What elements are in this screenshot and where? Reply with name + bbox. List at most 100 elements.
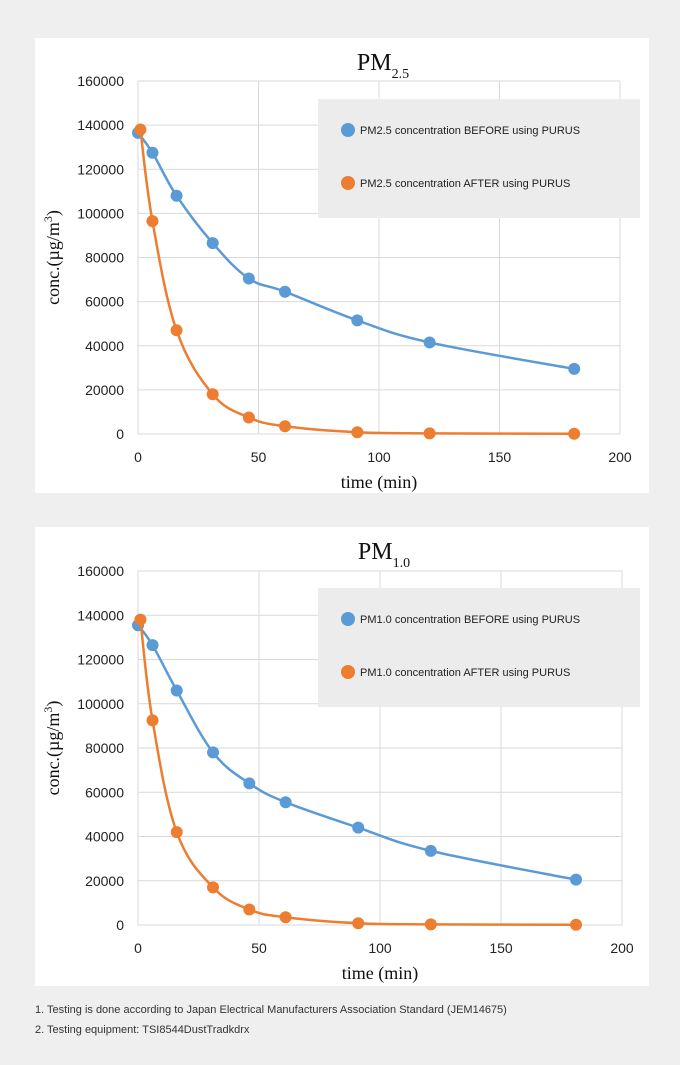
y-tick-label: 100000 [77, 205, 124, 221]
chart-title-main: PM [357, 50, 392, 76]
data-point [134, 123, 147, 136]
y-tick-label: 140000 [77, 117, 124, 133]
data-point [424, 918, 437, 931]
data-point [207, 746, 220, 759]
legend-box [318, 588, 640, 707]
legend-marker [341, 665, 355, 679]
data-point [146, 714, 159, 727]
footnotes: 1. Testing is done according to Japan El… [35, 1000, 655, 1040]
y-tick-label: 120000 [77, 161, 124, 177]
data-point [207, 881, 220, 894]
x-tick-label: 200 [610, 940, 634, 956]
y-tick-label: 0 [116, 426, 124, 442]
pm10-chart: 0 20000 40000 60000 80000 100000 120000 140000 1… [41, 539, 640, 984]
legend-label: PM1.0 concentration AFTER using PURUS [360, 667, 570, 679]
data-point [424, 844, 437, 857]
x-tick-label: 50 [251, 449, 267, 465]
y-tick-label: 20000 [85, 873, 124, 889]
series-0 [132, 619, 583, 886]
y-tick-label: 80000 [85, 740, 124, 756]
data-point [170, 684, 183, 697]
pm25-chart: 0 20000 40000 60000 80000 100000 120000 140000 1… [41, 50, 640, 493]
chart-title-subscript: 2.5 [392, 67, 410, 82]
data-point [242, 272, 255, 285]
y-axis-label-main: conc.(µg/m [43, 222, 64, 305]
y-tick-label: 20000 [85, 382, 124, 398]
y-tick-label: 80000 [85, 250, 124, 266]
x-axis-label: time (min) [342, 963, 418, 984]
x-tick-label: 150 [489, 940, 513, 956]
legend: PM1.0 concentration BEFORE using PURUS PM… [318, 588, 640, 707]
x-tick-label: 100 [368, 940, 392, 956]
data-point [170, 189, 183, 202]
x-tick-label: 50 [251, 940, 267, 956]
data-point [352, 821, 365, 834]
data-point [423, 336, 436, 349]
y-axis-label-superscript: 3 [41, 707, 55, 713]
footnote-equipment: 2. Testing equipment: TSI8544DustTradkdr… [35, 1024, 250, 1036]
data-point [279, 285, 292, 298]
data-point [206, 237, 219, 250]
chart-title: PM2.5 [357, 50, 409, 82]
data-point [351, 426, 364, 439]
x-tick-label: 150 [488, 449, 512, 465]
data-point [570, 918, 583, 931]
data-point [146, 146, 159, 159]
data-point [568, 362, 581, 375]
x-axis-label: time (min) [341, 472, 417, 493]
data-point [279, 796, 292, 809]
x-tick-label: 200 [608, 449, 632, 465]
legend-box [318, 99, 640, 218]
legend-label: PM1.0 concentration BEFORE using PURUS [360, 614, 580, 626]
data-point [279, 420, 292, 433]
y-axis-label-main: conc.(µg/m [43, 713, 64, 796]
series-0 [132, 126, 581, 375]
y-axis-label-close: ) [43, 701, 64, 707]
y-tick-label: 140000 [77, 607, 124, 623]
data-point [570, 873, 583, 886]
legend: PM2.5 concentration BEFORE using PURUS PM… [318, 99, 640, 218]
x-tick-label: 0 [134, 940, 142, 956]
chart-title: PM1.0 [358, 539, 410, 571]
y-axis-label-close: ) [43, 210, 64, 216]
data-point [146, 639, 159, 652]
data-point [352, 917, 365, 930]
y-tick-label: 160000 [77, 563, 124, 579]
y-axis-label: conc.(µg/m3) [41, 701, 64, 796]
data-point [146, 215, 159, 228]
y-tick-label: 40000 [85, 338, 124, 354]
x-tick-label: 100 [367, 449, 391, 465]
legend-label: PM2.5 concentration BEFORE using PURUS [360, 125, 580, 137]
y-tick-label: 120000 [77, 652, 124, 668]
y-tick-label: 0 [116, 917, 124, 933]
y-axis-label-superscript: 3 [41, 216, 55, 222]
y-tick-label: 40000 [85, 829, 124, 845]
data-point [206, 388, 219, 401]
y-tick-label: 60000 [85, 294, 124, 310]
chart-title-subscript: 1.0 [393, 556, 411, 571]
chart-title-main: PM [358, 539, 393, 565]
y-tick-label: 160000 [77, 73, 124, 89]
legend-marker [341, 176, 355, 190]
pm25-chart-panel: 0 20000 40000 60000 80000 100000 120000 140000 1… [35, 38, 649, 493]
data-point [243, 777, 256, 790]
legend-marker [341, 612, 355, 626]
legend-label: PM2.5 concentration AFTER using PURUS [360, 178, 570, 190]
legend-marker [341, 123, 355, 137]
data-point [170, 826, 183, 839]
data-point [279, 911, 292, 924]
y-tick-label: 60000 [85, 784, 124, 800]
data-point [423, 427, 436, 440]
y-axis-label: conc.(µg/m3) [41, 210, 64, 305]
series-1 [134, 123, 581, 440]
data-point [134, 613, 147, 626]
data-point [243, 903, 256, 916]
data-point [170, 324, 183, 337]
data-point [242, 411, 255, 424]
pm10-chart-panel: 0 20000 40000 60000 80000 100000 120000 140000 1… [35, 527, 649, 986]
data-point [568, 427, 581, 440]
x-tick-label: 0 [134, 449, 142, 465]
footnote-standard: 1. Testing is done according to Japan El… [35, 1004, 507, 1016]
y-tick-label: 100000 [77, 696, 124, 712]
series-1 [134, 613, 583, 931]
